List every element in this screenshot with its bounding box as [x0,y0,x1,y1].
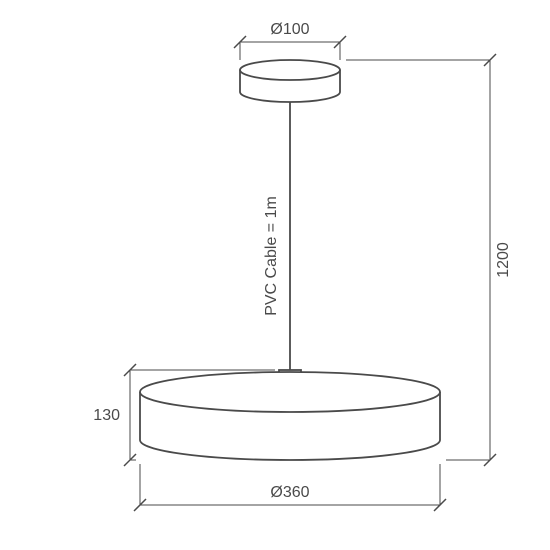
pendant-light-technical-drawing: Ø100 1200 130 Ø360 PVC Cable = 1m [0,0,550,550]
label-bottom-diameter: Ø360 [270,484,309,501]
canopy-bottom-arc [240,92,340,102]
shade-bottom-arc [140,440,440,460]
label-cable: PVC Cable = 1m [263,196,280,316]
canopy-top-ellipse [240,60,340,80]
shade-top-ellipse [140,372,440,412]
label-shade-height: 130 [93,407,120,424]
label-total-height: 1200 [495,242,512,278]
label-top-diameter: Ø100 [270,21,309,38]
